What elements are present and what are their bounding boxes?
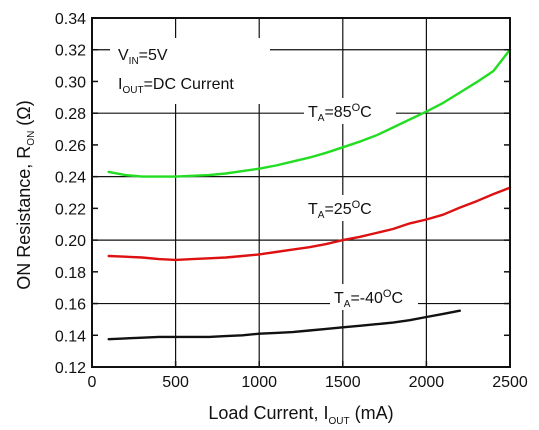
condition-vin: VIN=5V [118,47,168,67]
series-label-bg-m40 [330,284,418,310]
conditions-box-bg [110,38,270,104]
series-line-85c [107,48,512,178]
y-tick-label: 0.30 [55,74,86,91]
y-tick-label: 0.28 [55,106,86,123]
x-tick-labels: 0 500 1000 1500 2000 2500 [88,374,528,391]
series-label-m40: TA=-40OC [334,288,403,310]
y-tick-label: 0.24 [55,170,86,187]
series-label-25: TA=25OC [308,199,372,221]
x-axis-title: Load Current, IOUT (mA) [208,403,393,427]
series-labels: TA=85OC TA=25OC TA=-40OC [304,98,418,310]
x-tick-label: 0 [88,374,97,391]
y-axis-title: ON Resistance, RON (Ω) [14,100,37,290]
y-tick-label: 0.22 [55,201,86,218]
x-tick-label: 2000 [409,374,445,391]
series-line-25c [107,186,512,262]
y-tick-label: 0.14 [55,328,86,345]
series-label-bg-85 [304,98,396,124]
tick-marks [91,17,511,368]
y-tick-label: 0.32 [55,43,86,60]
y-tick-label: 0.20 [55,233,86,250]
series-line-m40c [107,309,461,341]
series-label-85: TA=85OC [308,102,372,124]
y-tick-label: 0.26 [55,138,86,155]
x-tick-label: 2500 [492,374,528,391]
series-group [107,48,512,341]
y-tick-labels: 0.12 0.14 0.16 0.18 0.20 0.22 0.24 0.26 0.28 0.30… [55,11,86,377]
x-tick-label: 1500 [325,374,361,391]
y-tick-label: 0.18 [55,265,86,282]
x-tick-label: 1000 [241,374,277,391]
plot-frame [91,17,511,368]
y-tick-label: 0.34 [55,11,86,28]
y-tick-label: 0.16 [55,297,86,314]
series-label-bg-25 [304,195,396,221]
x-tick-label: 500 [162,374,189,391]
condition-iout: IOUT=DC Current [118,76,234,96]
y-tick-label: 0.12 [55,360,86,377]
